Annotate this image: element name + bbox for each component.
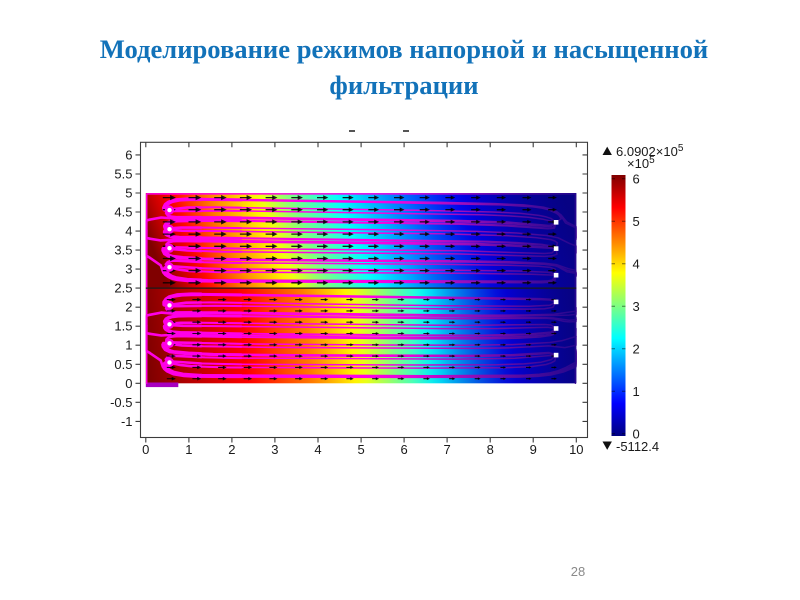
svg-text:9: 9 [530, 442, 537, 457]
svg-text:1: 1 [633, 384, 640, 399]
svg-text:6: 6 [125, 147, 132, 162]
svg-text:6.0902×105: 6.0902×105 [616, 143, 684, 159]
svg-text:4.5: 4.5 [114, 205, 132, 220]
svg-text:1: 1 [125, 338, 132, 353]
svg-text:4: 4 [314, 442, 321, 457]
svg-text:2: 2 [228, 442, 235, 457]
svg-text:7: 7 [443, 442, 450, 457]
svg-text:1.5: 1.5 [114, 319, 132, 334]
svg-text:5: 5 [357, 442, 364, 457]
svg-text:×105: ×105 [627, 155, 655, 171]
svg-text:0: 0 [142, 442, 149, 457]
svg-text:5.5: 5.5 [114, 167, 132, 182]
svg-text:2: 2 [633, 341, 640, 356]
svg-text:6: 6 [400, 442, 407, 457]
svg-text:3: 3 [633, 299, 640, 314]
svg-text:4: 4 [125, 224, 132, 239]
svg-text:-0.5: -0.5 [110, 395, 132, 410]
svg-text:-1: -1 [121, 414, 133, 429]
svg-text:5: 5 [633, 214, 640, 229]
svg-text:5: 5 [125, 186, 132, 201]
svg-text:0.5: 0.5 [114, 357, 132, 372]
svg-text:1: 1 [185, 442, 192, 457]
svg-text:-5112.4: -5112.4 [616, 439, 659, 454]
svg-text:8: 8 [487, 442, 494, 457]
svg-text:10: 10 [569, 442, 583, 457]
svg-text:4: 4 [633, 256, 640, 271]
svg-text:2: 2 [125, 300, 132, 315]
svg-text:3: 3 [125, 262, 132, 277]
svg-text:2.5: 2.5 [114, 281, 132, 296]
svg-text:6: 6 [633, 171, 640, 186]
svg-text:3: 3 [271, 442, 278, 457]
svg-text:3.5: 3.5 [114, 243, 132, 258]
svg-text:0: 0 [125, 376, 132, 391]
svg-text:0: 0 [633, 426, 640, 441]
